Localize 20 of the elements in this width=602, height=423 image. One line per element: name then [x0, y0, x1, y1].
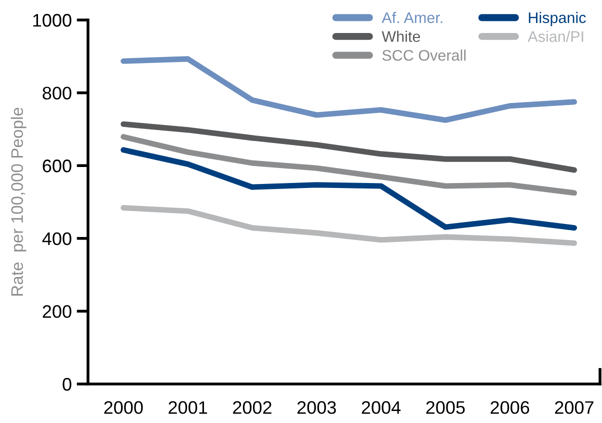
legend-label: SCC Overall	[382, 50, 466, 61]
y-tick-label: 800	[42, 86, 72, 100]
x-tick-label: 2005	[426, 401, 465, 414]
x-tick-label: 2006	[490, 401, 530, 414]
y-tick-label: 1000	[33, 14, 72, 27]
x-tick-label: 2007	[555, 401, 594, 414]
x-tick-label: 2004	[362, 401, 401, 414]
x-tick-label: 2003	[297, 401, 336, 414]
legend-label: White	[382, 30, 420, 42]
legend-label: Af. Amer.	[382, 12, 442, 24]
x-tick-label: 2002	[233, 401, 272, 414]
y-tick-label: 600	[42, 160, 72, 172]
x-tick-label: 2001	[168, 401, 208, 414]
legend-label: Asian/PI	[528, 30, 584, 42]
y-tick-label: 400	[42, 232, 72, 246]
y-tick-label: 200	[42, 305, 72, 318]
y-tick-label: 0	[62, 378, 72, 391]
y-axis-title: Rate per 100,000 People	[10, 108, 26, 296]
x-tick-label: 2000	[104, 401, 143, 414]
legend-label: Hispanic	[528, 12, 586, 26]
